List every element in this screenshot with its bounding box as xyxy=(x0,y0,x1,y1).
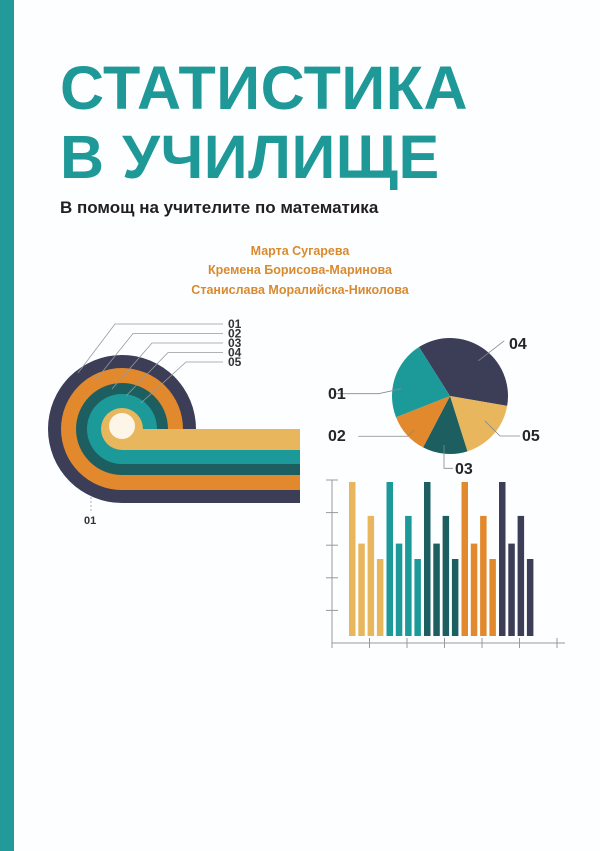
svg-text:01: 01 xyxy=(328,386,346,403)
svg-text:04: 04 xyxy=(509,336,527,353)
svg-text:02: 02 xyxy=(328,428,346,445)
svg-text:05: 05 xyxy=(228,355,242,369)
svg-text:03: 03 xyxy=(455,461,473,478)
svg-text:01: 01 xyxy=(84,515,96,527)
svg-text:05: 05 xyxy=(522,428,540,445)
